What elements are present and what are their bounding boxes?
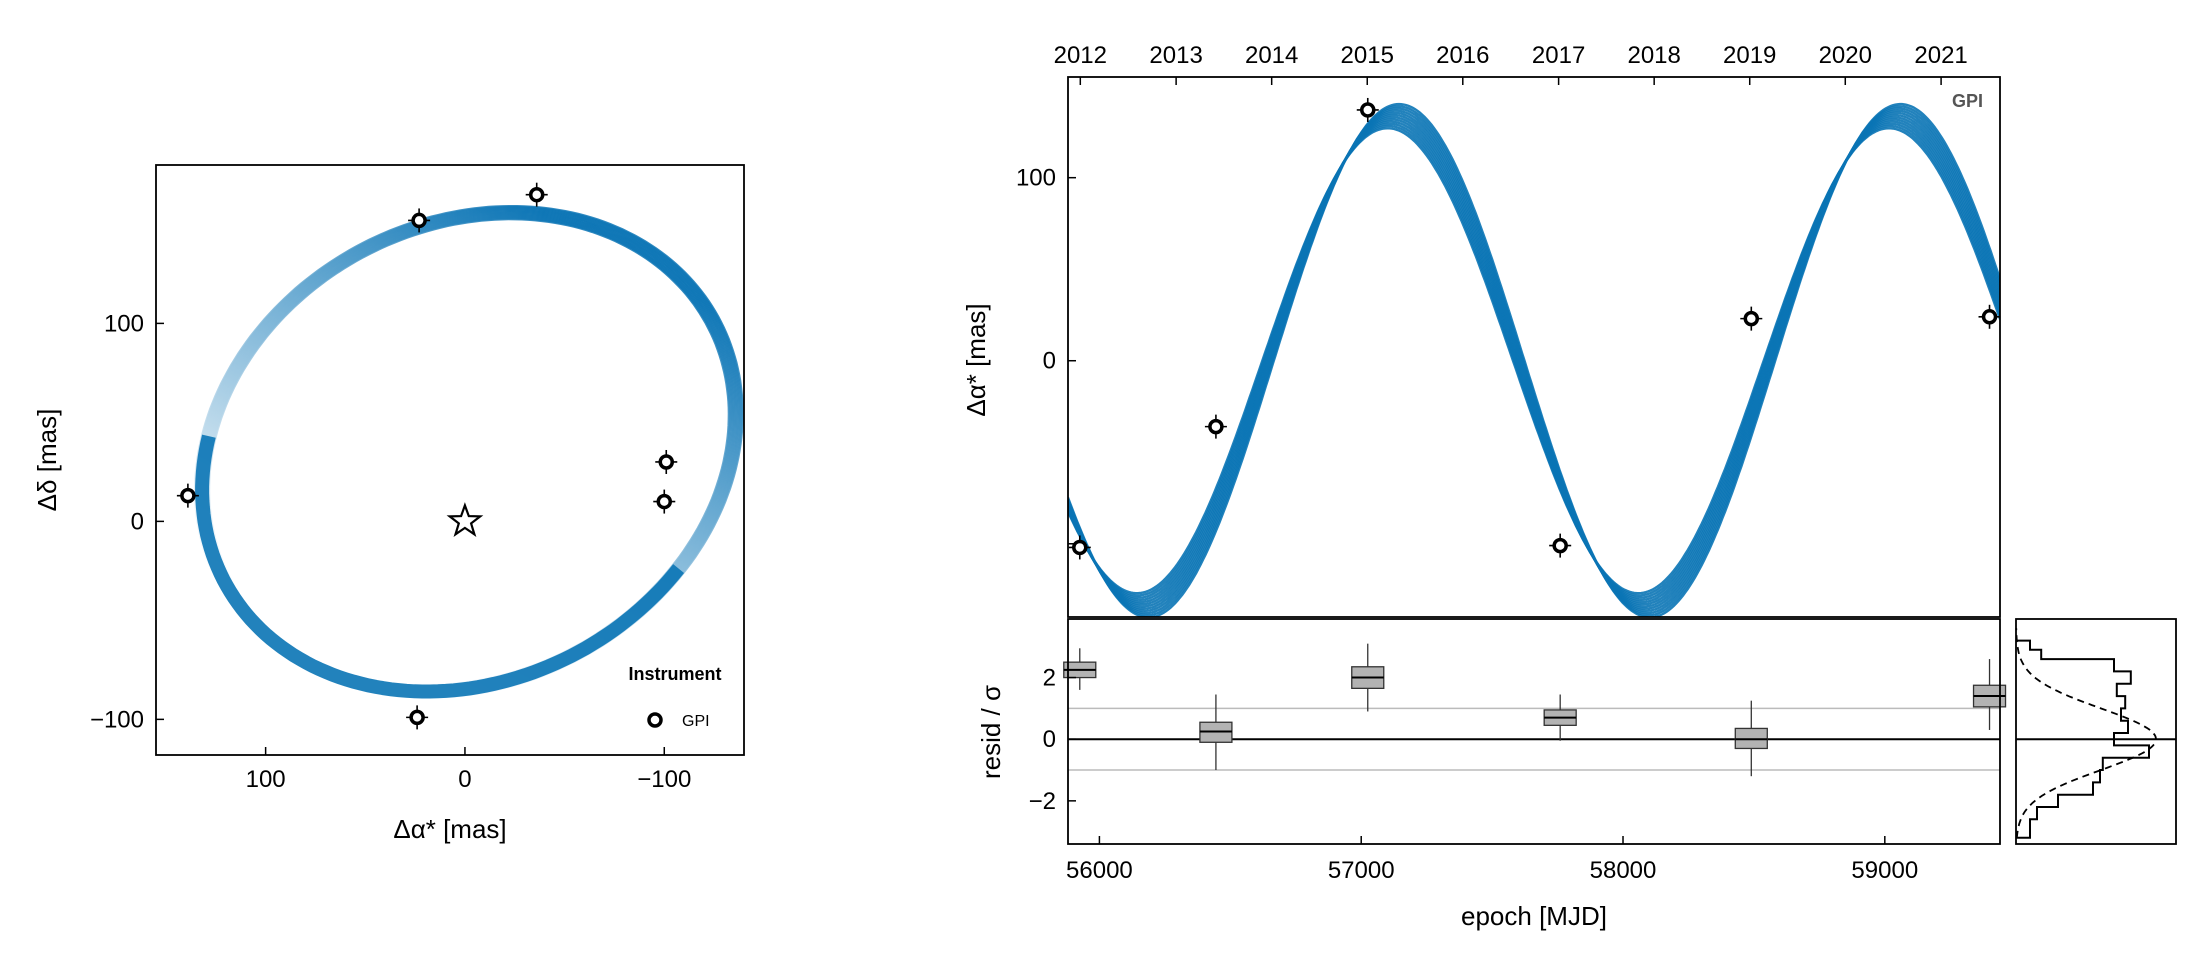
histogram-steps: [2016, 639, 2150, 839]
y-tick-label: −2: [1029, 788, 1056, 815]
top-tick-label: 2015: [1341, 42, 1394, 69]
residual-boxes: [1063, 643, 2007, 777]
orbit-track: [199, 209, 739, 695]
sky-plot-frame: [155, 164, 745, 756]
top-tick-label: 2021: [1914, 42, 1967, 69]
ra-time-axis-ticks: 100 0 2012 2013 2014 2015 2016 2017 2018 2019 2020…: [1016, 42, 1968, 545]
histogram-panel: [2015, 618, 2177, 845]
residual-box: [1972, 659, 2007, 730]
top-tick-label: 2014: [1245, 42, 1298, 69]
orbit-track: [198, 208, 740, 696]
x-tick-label: 59000: [1851, 857, 1918, 884]
y-tick-label: 100: [104, 310, 144, 337]
sky-data-point: [408, 208, 431, 233]
orbit-track: [200, 210, 738, 694]
sky-data-point: [406, 705, 429, 730]
ra-time-y-axis-label: Δα* [mas]: [961, 303, 991, 416]
top-tick-label: 2013: [1149, 42, 1202, 69]
orbit-track: [205, 216, 732, 689]
orbit-track: [197, 208, 741, 697]
orbit-ensemble: [193, 205, 744, 700]
sky-data-point: [176, 483, 199, 508]
instrument-tag: GPI: [1952, 91, 1983, 111]
orbit-track: [204, 215, 734, 690]
top-tick-label: 2018: [1627, 42, 1680, 69]
x-tick-label: 56000: [1066, 857, 1133, 884]
sky-y-axis-label: Δδ [mas]: [32, 409, 62, 512]
orbit-track: [196, 207, 742, 698]
orbit-track: [201, 212, 737, 693]
model-curve: [1068, 109, 2000, 613]
legend-gpi-marker: [647, 712, 663, 728]
x-tick-label: 58000: [1590, 857, 1657, 884]
x-tick-label: 100: [246, 766, 286, 793]
gaussian-reference-curve: [2015, 628, 2157, 838]
residual-box: [1063, 648, 1097, 690]
top-tick-label: 2012: [1054, 42, 1107, 69]
top-tick-label: 2017: [1532, 42, 1585, 69]
ra-time-data-point: [1204, 414, 1227, 439]
x-tick-label: −100: [637, 766, 691, 793]
y-tick-label: 0: [131, 508, 144, 535]
y-tick-label: 100: [1016, 165, 1056, 192]
residual-box: [1543, 694, 1577, 741]
sky-points: [176, 182, 678, 730]
orbit-track: [195, 206, 743, 699]
sky-legend: Instrument GPI: [628, 664, 721, 730]
ra-time-data-point: [1740, 306, 1763, 331]
residual-box: [1351, 643, 1385, 712]
y-tick-label: 0: [1043, 348, 1056, 375]
orbit-track: [206, 217, 732, 687]
legend-gpi-label: GPI: [682, 713, 710, 730]
residual-axis-ticks: 56000 57000 58000 59000 2 0 −2: [1029, 665, 1919, 884]
ra-time-points: [1068, 97, 2001, 560]
y-tick-label: 0: [1043, 726, 1056, 753]
histogram-frame: [2015, 618, 2177, 845]
ra-time-frame: [1067, 76, 2001, 618]
legend-title: Instrument: [628, 664, 721, 684]
top-tick-label: 2019: [1723, 42, 1776, 69]
y-tick-label: 2: [1043, 665, 1056, 692]
residual-histogram: [2015, 628, 2176, 839]
x-tick-label: 57000: [1328, 857, 1395, 884]
ra-time-data-point: [1978, 304, 2001, 329]
sky-data-point: [653, 489, 676, 514]
residuals-x-axis-label: epoch [MJD]: [1461, 901, 1607, 931]
ra-time-data-point: [1068, 535, 1091, 560]
ra-time-panel: 100 0 2012 2013 2014 2015 2016 2017 2018 2019 2020…: [961, 42, 2001, 618]
ra-time-data-point: [1549, 533, 1572, 558]
x-tick-label: 0: [458, 766, 471, 793]
residuals-panel: 56000 57000 58000 59000 2 0 −2 epoch [MJD] res…: [976, 618, 2007, 931]
top-tick-label: 2020: [1819, 42, 1872, 69]
model-curves: [1068, 102, 2000, 617]
model-curve: [1068, 111, 2000, 610]
residuals-frame: [1067, 618, 2001, 845]
sky-data-point: [525, 182, 548, 207]
residuals-y-axis-label: resid / σ: [976, 685, 1006, 779]
sky-axis-ticks: 100 0 −100 −100 0 100: [90, 310, 691, 793]
orbit-track: [193, 205, 744, 700]
residual-box: [1734, 700, 1768, 777]
top-tick-label: 2016: [1436, 42, 1489, 69]
sky-data-point: [655, 449, 678, 474]
orbit-track: [202, 213, 736, 692]
star-icon: [446, 502, 484, 537]
orbit-recent-arc: [195, 434, 685, 699]
model-curve: [1068, 102, 2000, 617]
orbit-track: [207, 218, 730, 686]
sky-orbit-panel: 100 0 −100 −100 0 100 Δα* [mas] Δδ [mas] Inst…: [32, 164, 745, 844]
ra-time-data-point: [1356, 97, 1379, 122]
residual-box: [1199, 694, 1233, 771]
orbit-track: [203, 214, 735, 691]
y-tick-label: −100: [90, 706, 144, 733]
sky-x-axis-label: Δα* [mas]: [393, 814, 506, 844]
